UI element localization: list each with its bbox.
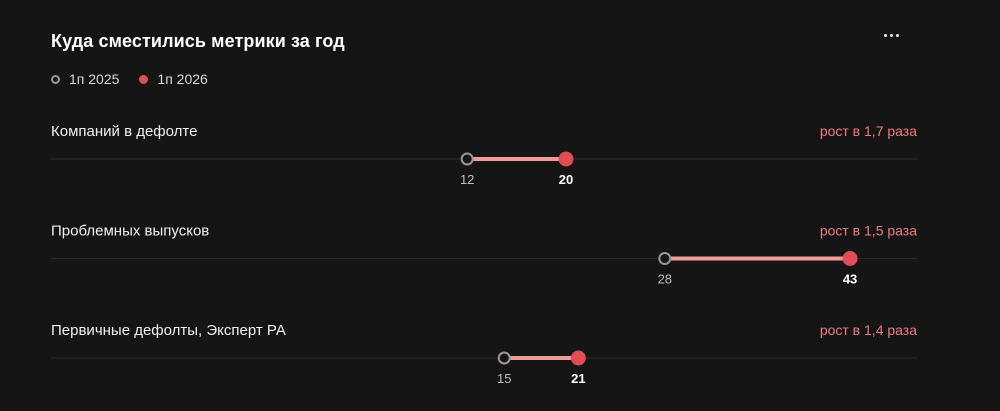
- marker-curr[interactable]: [570, 350, 586, 366]
- more-dot-icon: [883, 33, 887, 37]
- value-label-curr: 43: [843, 272, 857, 287]
- value-label-prev: 15: [497, 371, 511, 386]
- legend-label-prev: 1п 2025: [69, 71, 120, 87]
- legend-marker-prev-icon: [51, 74, 60, 84]
- legend-label-curr: 1п 2026: [157, 71, 208, 87]
- legend-item-curr[interactable]: 1п 2026: [139, 71, 208, 87]
- row-change-label: рост в 1,7 раза: [820, 123, 917, 139]
- row-change-label: рост в 1,5 раза: [820, 223, 917, 239]
- marker-prev[interactable]: [460, 152, 474, 166]
- row-label: Первичные дефолты, Эксперт РА: [51, 322, 286, 339]
- marker-prev[interactable]: [497, 351, 511, 365]
- more-options-button[interactable]: [878, 24, 904, 46]
- more-dot-icon: [895, 33, 899, 37]
- marker-curr[interactable]: [558, 151, 574, 167]
- chart-title: Куда сместились метрики за год: [51, 31, 345, 51]
- chart-legend: 1п 2025 1п 2026: [51, 71, 228, 87]
- row-change-label: рост в 1,4 раза: [820, 322, 917, 338]
- value-label-curr: 20: [559, 172, 573, 187]
- marker-prev[interactable]: [658, 252, 672, 265]
- row-label: Проблемных выпусков: [51, 223, 209, 240]
- more-dot-icon: [889, 33, 893, 37]
- legend-item-prev[interactable]: 1п 2025: [51, 71, 119, 87]
- legend-marker-curr-icon: [139, 74, 149, 84]
- value-label-curr: 21: [571, 371, 585, 386]
- value-label-prev: 28: [658, 272, 672, 287]
- row-label: Компаний в дефолте: [51, 123, 197, 140]
- value-label-prev: 12: [460, 172, 474, 187]
- marker-curr[interactable]: [842, 251, 858, 266]
